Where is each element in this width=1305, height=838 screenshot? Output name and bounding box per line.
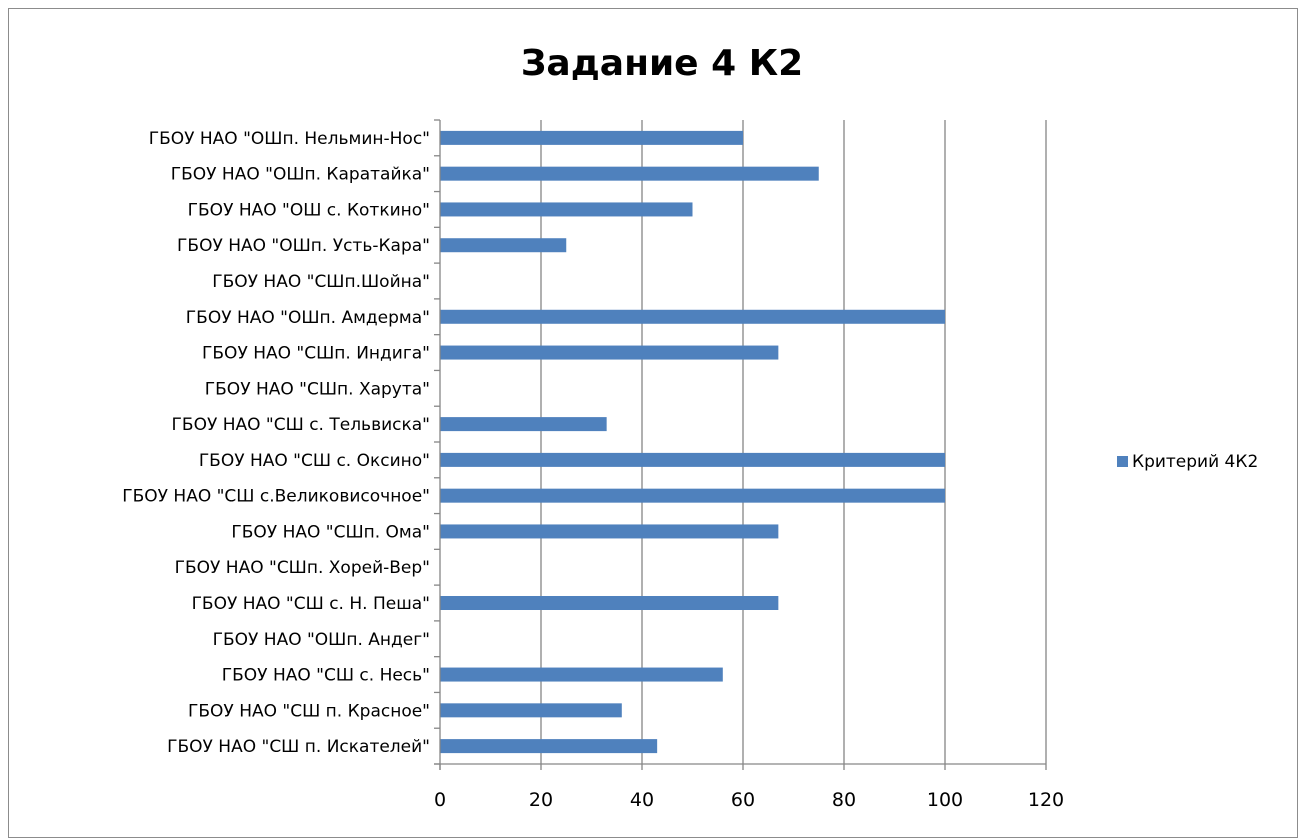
category-label-16: ГБОУ НАО "СШ п. Красное" <box>188 701 430 721</box>
x-tick-label-60: 60 <box>731 789 755 811</box>
category-label-17: ГБОУ НАО "СШ п. Искателей" <box>167 737 430 757</box>
bar-8 <box>440 417 607 432</box>
category-label-13: ГБОУ НАО "СШ с. Н. Пеша" <box>192 594 430 614</box>
category-labels: ГБОУ НАО "ОШп. Нельмин-Нос" ГБОУ НАО "ОШп… <box>122 129 430 757</box>
x-tick-label-40: 40 <box>630 789 654 811</box>
bar-3 <box>440 238 567 253</box>
category-label-4: ГБОУ НАО "СШп.Шойна" <box>212 272 430 292</box>
x-tick-label-80: 80 <box>832 789 856 811</box>
category-label-0: ГБОУ НАО "ОШп. Нельмин-Нос" <box>149 129 430 149</box>
category-label-5: ГБОУ НАО "ОШп. Амдерма" <box>186 308 430 328</box>
bar-10 <box>440 488 945 503</box>
legend: Критерий 4К2 <box>1117 452 1258 472</box>
category-label-7: ГБОУ НАО "СШп. Харута" <box>205 379 430 399</box>
tick-labels: 0 20 40 60 80 100 120 <box>434 789 1064 811</box>
bar-1 <box>440 166 819 181</box>
axes <box>434 119 1047 770</box>
category-label-14: ГБОУ НАО "ОШп. Андег" <box>213 630 430 650</box>
grid <box>540 120 1047 764</box>
category-label-11: ГБОУ НАО "СШп. Ома" <box>231 522 430 542</box>
bar-2 <box>440 202 693 217</box>
chart-frame <box>8 8 1298 838</box>
bar-9 <box>440 452 945 467</box>
bar-13 <box>440 596 779 610</box>
legend-swatch <box>1117 456 1128 467</box>
category-label-12: ГБОУ НАО "СШп. Хорей-Вер" <box>175 558 430 578</box>
x-tick-label-20: 20 <box>529 789 553 811</box>
category-label-2: ГБОУ НАО "ОШ с. Коткино" <box>188 200 430 220</box>
category-label-1: ГБОУ НАО "ОШп. Каратайка" <box>171 165 430 185</box>
bar-15 <box>440 667 723 682</box>
category-label-15: ГБОУ НАО "СШ с. Несь" <box>222 666 430 686</box>
bar-11 <box>440 524 779 539</box>
x-tick-label-0: 0 <box>434 789 446 811</box>
category-label-9: ГБОУ НАО "СШ с. Оксино" <box>199 451 430 471</box>
bar-16 <box>440 703 622 718</box>
legend-label: Критерий 4К2 <box>1132 452 1258 472</box>
bars <box>440 130 945 754</box>
category-label-8: ГБОУ НАО "СШ с. Тельвиска" <box>172 415 430 435</box>
bar-5 <box>440 309 945 324</box>
bar-6 <box>440 345 779 360</box>
bar-0 <box>440 130 743 145</box>
chart-title: Задание 4 К2 <box>521 43 803 84</box>
category-label-3: ГБОУ НАО "ОШп. Усть-Кара" <box>177 236 430 256</box>
category-label-6: ГБОУ НАО "СШп. Индига" <box>202 344 430 364</box>
category-label-10: ГБОУ НАО "СШ с.Великовисочное" <box>122 487 430 507</box>
x-tick-label-120: 120 <box>1028 789 1064 811</box>
x-tick-label-100: 100 <box>927 789 963 811</box>
bar-17 <box>440 739 658 754</box>
